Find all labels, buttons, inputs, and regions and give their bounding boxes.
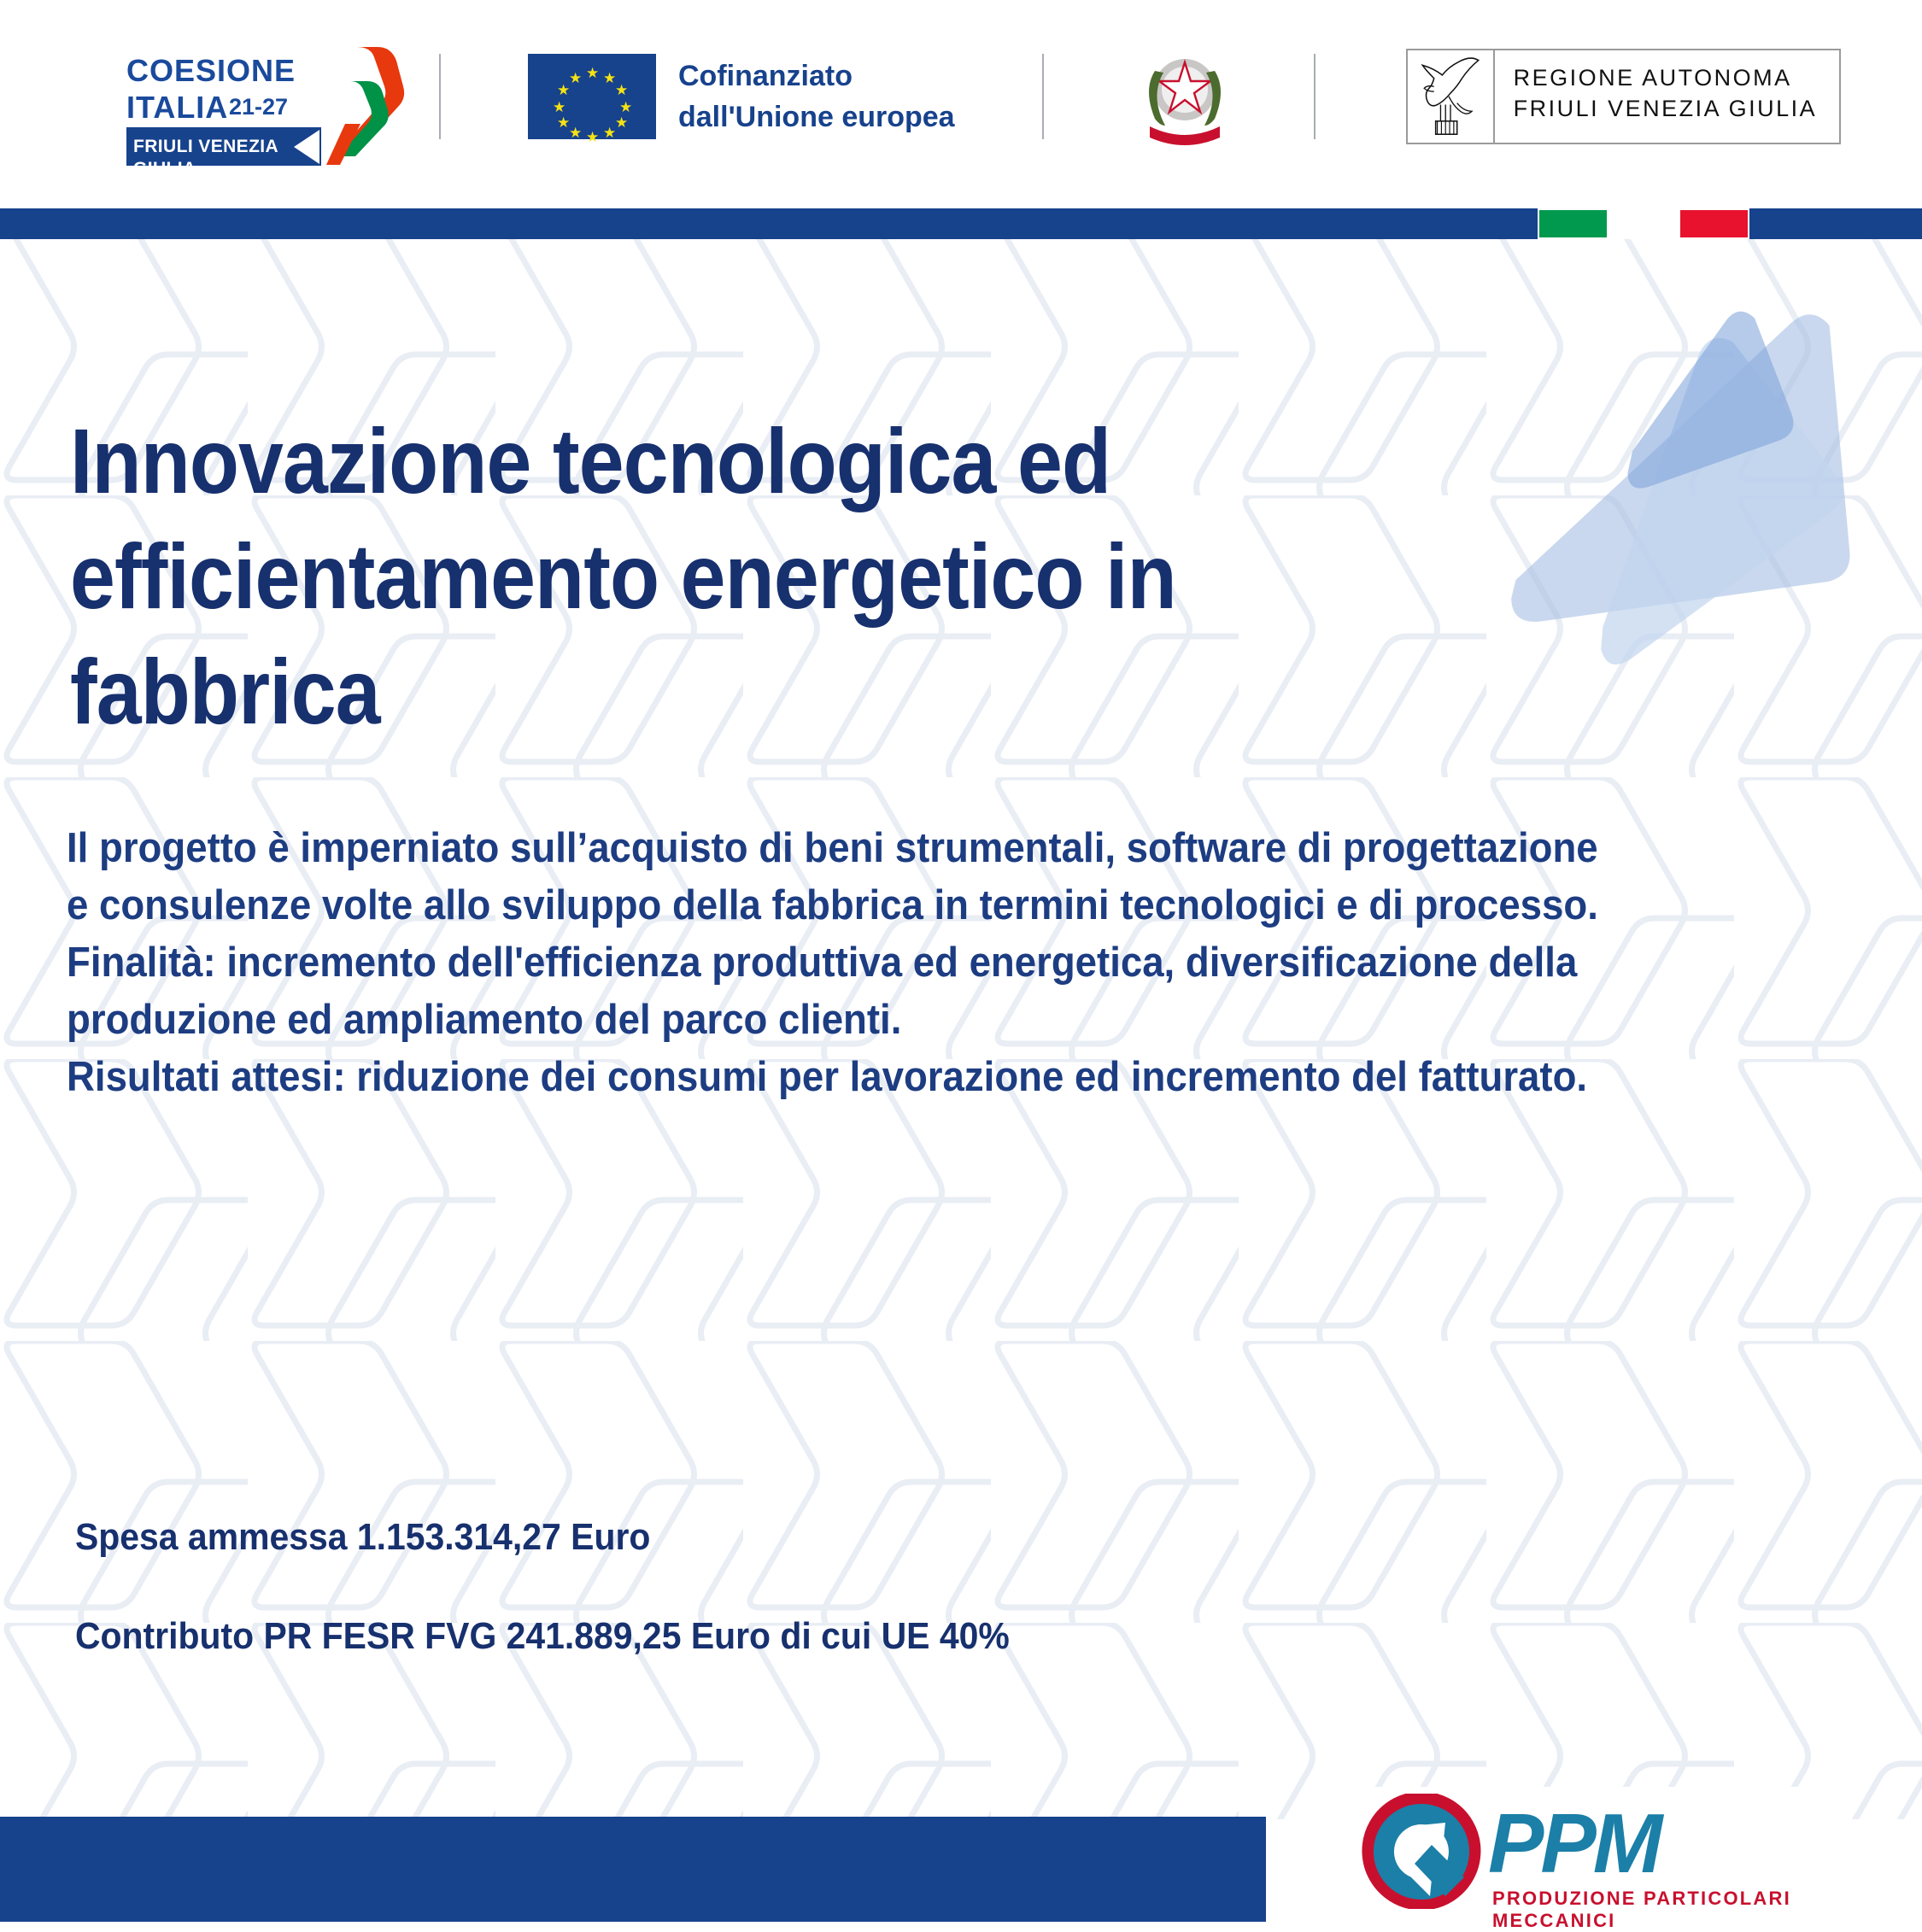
footer-blue-bar bbox=[0, 1817, 1266, 1922]
regione-eagle-icon bbox=[1408, 50, 1495, 143]
figures-spacer bbox=[75, 1563, 1267, 1611]
spesa-ammessa-value: Spesa ammessa 1.153.314,27 Euro bbox=[75, 1516, 651, 1558]
italian-flag-icon bbox=[1538, 208, 1750, 239]
repubblica-italiana-emblem bbox=[1138, 37, 1232, 156]
coesione-region-badge-label: FRIULI VENEZIA GIULIA bbox=[133, 136, 278, 179]
ppm-tagline: PRODUZIONE PARTICOLARI MECCANICI bbox=[1492, 1888, 1791, 1931]
description-line: e consulenze volte allo sviluppo della f… bbox=[67, 882, 1598, 928]
ppm-q-mark-icon bbox=[1362, 1794, 1481, 1909]
flag-red-stripe bbox=[1679, 208, 1750, 239]
description-line: Il progetto è imperniato sull’acquisto d… bbox=[67, 825, 1598, 871]
header-divider-2 bbox=[1041, 53, 1044, 139]
header-logos-bar: COESIONE ITALIA 21-27 FRIULI VENEZIA GIU… bbox=[0, 0, 1922, 192]
regione-autonoma-fvg-logo: REGIONE AUTONOMA FRIULI VENEZIA GIULIA bbox=[1405, 48, 1842, 144]
coesione-region-badge-bar bbox=[126, 126, 321, 166]
eu-cofinancing-logo: ★ ★ ★ ★ ★ ★ ★ ★ ★ ★ ★ ★ Cofinanziato dal… bbox=[528, 53, 955, 144]
description-line: Finalità: incremento dell'efficienza pro… bbox=[67, 940, 1578, 986]
regione-line1: REGIONE AUTONOMA bbox=[1513, 64, 1792, 91]
coesione-arrow-icon bbox=[294, 129, 319, 164]
coesione-line2: ITALIA bbox=[126, 89, 229, 125]
eu-flag-icon: ★ ★ ★ ★ ★ ★ ★ ★ ★ ★ ★ ★ bbox=[528, 53, 656, 144]
coesione-years: 21-27 bbox=[229, 93, 289, 120]
ppm-logo: PPM PRODUZIONE PARTICOLARI MECCANICI bbox=[1351, 1787, 1813, 1931]
funding-figures: Spesa ammessa 1.153.314,27 Euro Contribu… bbox=[75, 1512, 1267, 1662]
header-divider-3 bbox=[1313, 53, 1316, 139]
description-line: produzione ed ampliamento del parco clie… bbox=[67, 997, 902, 1043]
coesione-line1: COESIONE bbox=[126, 52, 296, 88]
flag-white-stripe bbox=[1608, 208, 1679, 239]
coesione-italia-logo: COESIONE ITALIA 21-27 FRIULI VENEZIA GIU… bbox=[126, 45, 408, 179]
flag-green-stripe bbox=[1538, 208, 1609, 239]
contributo-value: Contributo PR FESR FVG 241.889,25 Euro d… bbox=[75, 1615, 1010, 1657]
regione-text-block: REGIONE AUTONOMA FRIULI VENEZIA GIULIA bbox=[1495, 50, 1840, 143]
description-line: Risultati attesi: riduzione dei consumi … bbox=[67, 1054, 1588, 1100]
project-description: Il progetto è imperniato sull’acquisto d… bbox=[67, 820, 1696, 1106]
header-divider-1 bbox=[439, 53, 441, 139]
coesione-tricolor-chevron-icon bbox=[326, 46, 405, 165]
page-title: Innovazione tecnologica ed efficientamen… bbox=[70, 409, 1177, 744]
main-content: Innovazione tecnologica ed efficientamen… bbox=[0, 239, 1922, 1819]
ppm-wordmark: PPM bbox=[1488, 1796, 1662, 1890]
eu-line2: dall'Unione europea bbox=[678, 100, 955, 133]
eu-line1: Cofinanziato bbox=[678, 59, 853, 92]
eu-text-block: Cofinanziato dall'Unione europea bbox=[678, 56, 955, 138]
regione-line2: FRIULI VENEZIA GIULIA bbox=[1513, 95, 1818, 121]
